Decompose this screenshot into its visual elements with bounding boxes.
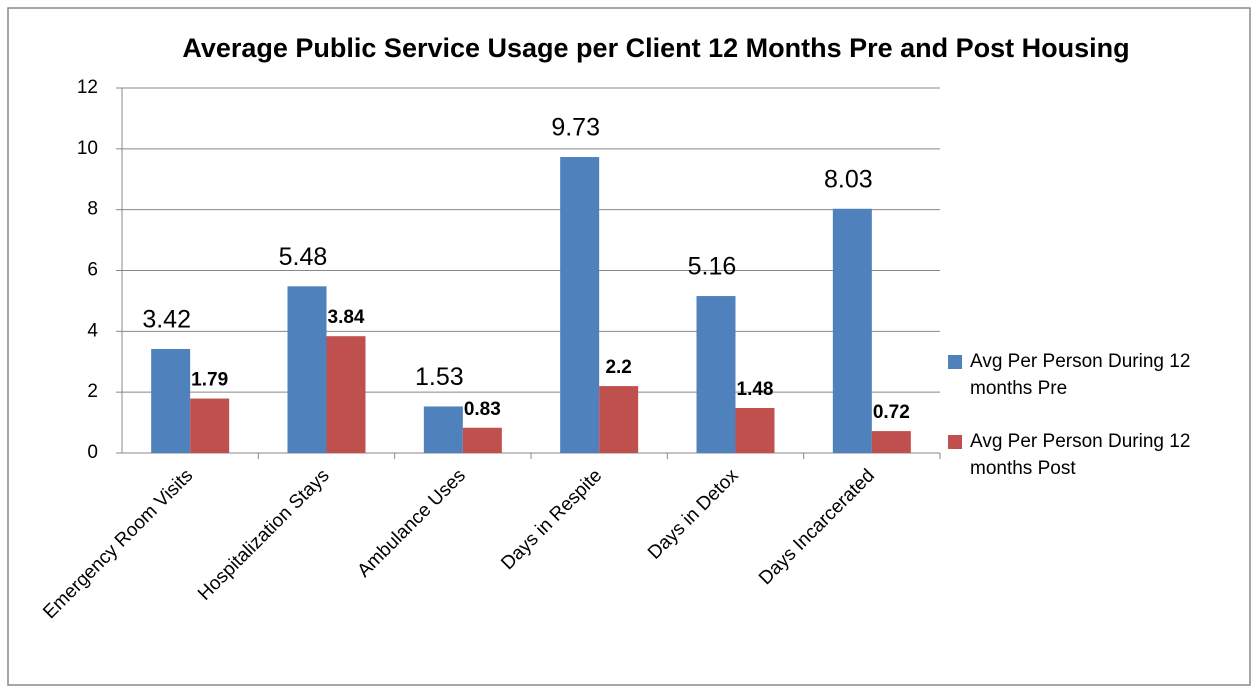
legend-swatch	[948, 435, 962, 449]
bar	[696, 296, 736, 453]
bar	[735, 407, 775, 453]
chart-title: Average Public Service Usage per Client …	[182, 33, 1129, 63]
data-label: 1.48	[737, 379, 774, 400]
y-tick-label: 8	[87, 199, 98, 220]
data-label: 8.03	[824, 165, 873, 193]
x-tick-label: Days in Detox	[644, 465, 743, 564]
legend-label: Avg Per Person During 12 months Pre	[970, 351, 1191, 399]
data-label: 0.83	[464, 399, 501, 420]
y-tick-label: 4	[87, 320, 98, 341]
x-tick-label: Hospitalization Stays	[194, 465, 334, 605]
bar	[462, 427, 502, 453]
bar	[832, 208, 872, 453]
bar	[190, 398, 230, 453]
data-label: 0.72	[873, 402, 910, 423]
y-tick-label: 10	[77, 138, 98, 159]
y-tick-label: 6	[87, 260, 98, 281]
bar	[423, 406, 463, 453]
bar	[151, 348, 191, 453]
legend-label: Avg Per Person During 12 months Post	[970, 431, 1191, 479]
bar	[560, 157, 600, 453]
bar	[871, 431, 911, 453]
data-label: 9.73	[551, 114, 600, 142]
data-label: 1.53	[415, 363, 464, 391]
chart-border	[7, 7, 1251, 686]
bar	[599, 386, 639, 453]
data-label: 3.42	[142, 306, 191, 334]
x-tick-label: Days in Respite	[497, 465, 606, 574]
x-tick-label: Emergency Room Visits	[39, 465, 197, 623]
x-tick-label: Days Incarcerated	[755, 465, 879, 589]
data-label: 5.16	[688, 253, 737, 281]
data-label: 3.84	[328, 307, 365, 328]
data-label: 2.2	[605, 357, 631, 378]
legend-item: Avg Per Person During 12 months Post	[948, 428, 1248, 482]
y-tick-label: 2	[87, 381, 98, 402]
y-tick-label: 0	[87, 442, 98, 463]
data-label: 1.79	[191, 370, 228, 391]
bar	[287, 286, 327, 453]
legend-item: Avg Per Person During 12 months Pre	[948, 348, 1248, 402]
y-tick-label: 12	[77, 77, 98, 98]
x-tick-label: Ambulance Uses	[354, 465, 470, 581]
data-label: 5.48	[279, 243, 328, 271]
bar	[326, 336, 366, 453]
legend-swatch	[948, 355, 962, 369]
